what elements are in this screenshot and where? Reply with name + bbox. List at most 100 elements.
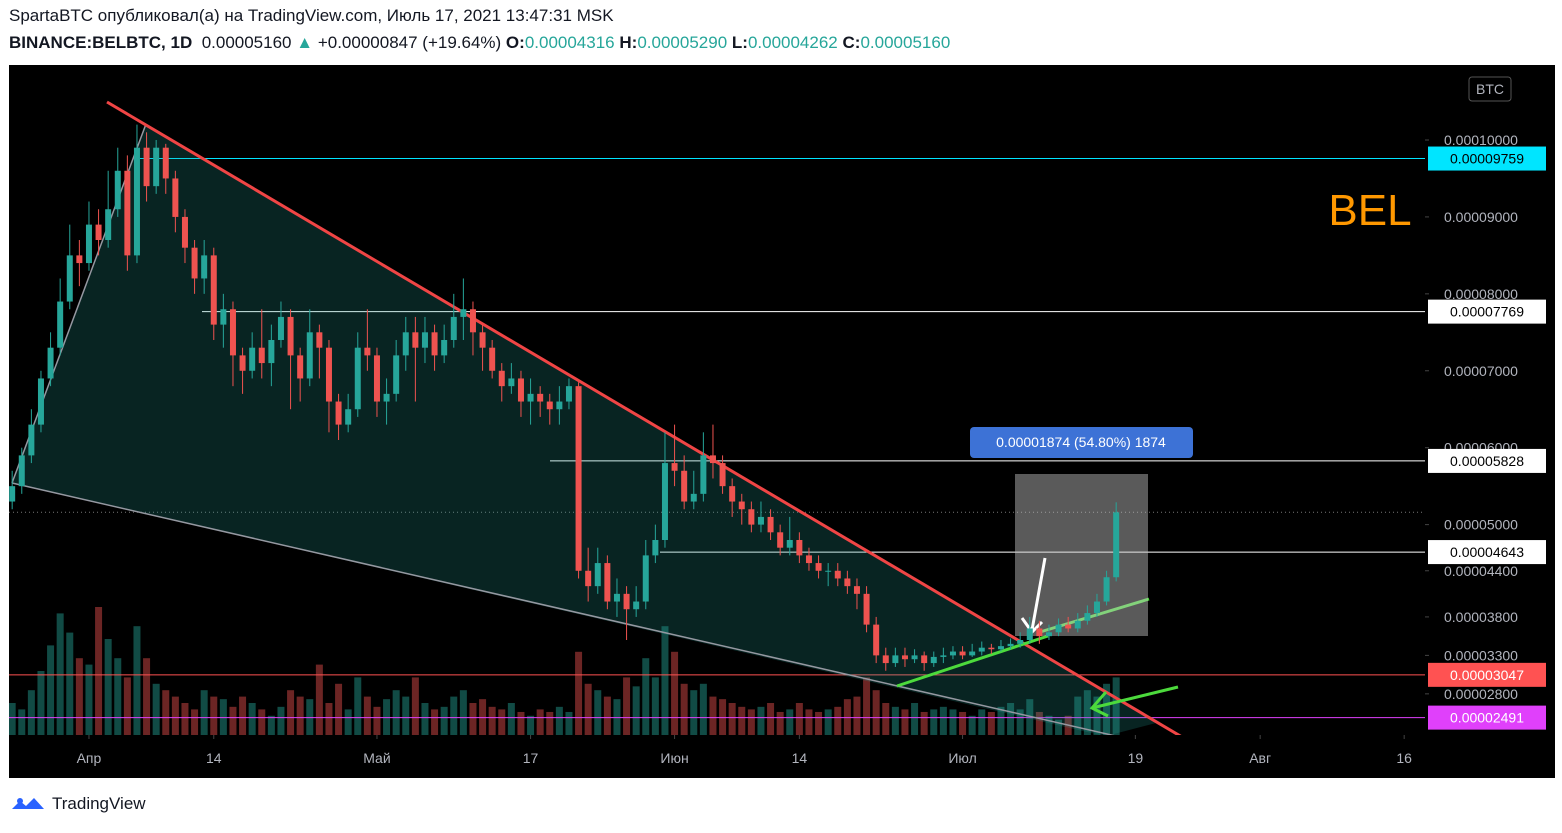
wedge-left	[11, 123, 147, 484]
candle-body	[143, 147, 150, 187]
volume-bar	[709, 696, 717, 735]
candle-body	[460, 309, 467, 317]
candle-body	[28, 424, 35, 456]
candle-body	[95, 224, 102, 240]
candle-body	[940, 655, 947, 657]
volume-bar	[440, 706, 448, 735]
candle-body	[613, 593, 620, 602]
volume-bar	[239, 696, 247, 735]
candle-body	[978, 647, 985, 652]
candle-body	[18, 455, 25, 487]
volume-bar	[47, 645, 55, 735]
candle-body	[892, 655, 899, 664]
volume-bar	[632, 686, 640, 735]
candle-body	[565, 386, 572, 402]
volume-bar	[949, 709, 957, 735]
volume-bar	[507, 703, 515, 735]
candle-body	[508, 378, 515, 387]
volume-bar	[843, 699, 851, 735]
candle-body	[546, 401, 553, 410]
l-value: 0.00004262	[747, 33, 838, 52]
candle-body	[9, 486, 16, 502]
candle-body	[604, 563, 611, 602]
candle-body	[633, 601, 640, 610]
volume-bar	[219, 699, 227, 735]
volume-bar	[123, 677, 131, 735]
x-tick-label: Авг	[1249, 750, 1271, 766]
candle-body	[66, 255, 73, 302]
volume-bar	[210, 696, 218, 735]
candle-body	[585, 570, 592, 587]
candle-body	[661, 463, 668, 540]
x-tick-label: 14	[206, 750, 222, 766]
x-tick-label: Июн	[660, 750, 688, 766]
volume-bar	[891, 706, 899, 735]
candle-body	[700, 455, 707, 494]
candle-body	[882, 655, 889, 664]
candle-body	[969, 651, 976, 656]
candle-body	[988, 647, 995, 650]
candle-body	[57, 301, 64, 348]
volume-bar	[383, 699, 391, 735]
volume-bar	[354, 677, 362, 735]
volume-bar	[623, 677, 631, 735]
volume-bar	[421, 703, 429, 735]
volume-bar	[555, 706, 563, 735]
y-tick-label: 0.00004400	[1444, 563, 1518, 579]
volume-bar	[1045, 715, 1053, 735]
volume-bar	[56, 613, 64, 735]
volume-bar	[930, 709, 938, 735]
volume-bar	[162, 690, 170, 735]
volume-bar	[997, 706, 1005, 735]
candle-body	[690, 493, 697, 502]
volume-bar	[1112, 677, 1120, 735]
candle-body	[210, 255, 217, 325]
y-tick-label: 0.00002800	[1444, 686, 1518, 702]
candle-body	[277, 316, 284, 340]
candle-body	[1007, 643, 1014, 647]
volume-bar	[565, 711, 573, 735]
level-label: 0.00009759	[1450, 151, 1524, 167]
candle-body	[873, 624, 880, 656]
volume-bar	[527, 715, 535, 735]
volume-bar	[258, 709, 266, 735]
level-badge	[1428, 448, 1546, 473]
volume-bar	[786, 709, 794, 735]
candle-body	[383, 393, 390, 402]
candle-body	[834, 570, 841, 579]
candle-body	[249, 347, 256, 371]
level-badge	[1428, 540, 1546, 565]
volume-bar	[66, 632, 74, 735]
volume-bar	[824, 709, 832, 735]
volume-bar	[546, 711, 554, 735]
candle-body	[901, 655, 908, 660]
candle-body	[153, 147, 160, 187]
candle-body	[911, 655, 918, 660]
candle-body	[1026, 628, 1033, 640]
candle-body	[767, 516, 774, 533]
measure-label-bg	[970, 427, 1193, 458]
volume-bar	[363, 696, 371, 735]
volume-bar	[834, 706, 842, 735]
x-tick-label: 16	[1396, 750, 1412, 766]
candle-body	[239, 355, 246, 371]
candle-body	[105, 209, 112, 240]
volume-bar	[603, 696, 611, 735]
volume-bar	[133, 626, 141, 735]
candle-body	[76, 255, 83, 264]
volume-bar	[1055, 719, 1063, 735]
candle-body	[133, 147, 140, 256]
volume-bar	[402, 696, 410, 735]
candle-body	[172, 178, 179, 217]
candle-body	[373, 355, 380, 402]
x-tick-label: 17	[523, 750, 539, 766]
volume-bar	[229, 706, 237, 735]
candle-body	[1103, 577, 1110, 602]
candle-body	[114, 170, 121, 210]
candle-body	[325, 347, 332, 402]
volume-bar	[344, 709, 352, 735]
candle-body	[556, 401, 563, 410]
volume-bar	[114, 658, 122, 735]
x-tick-label: 14	[792, 750, 808, 766]
volume-bar	[277, 706, 285, 735]
